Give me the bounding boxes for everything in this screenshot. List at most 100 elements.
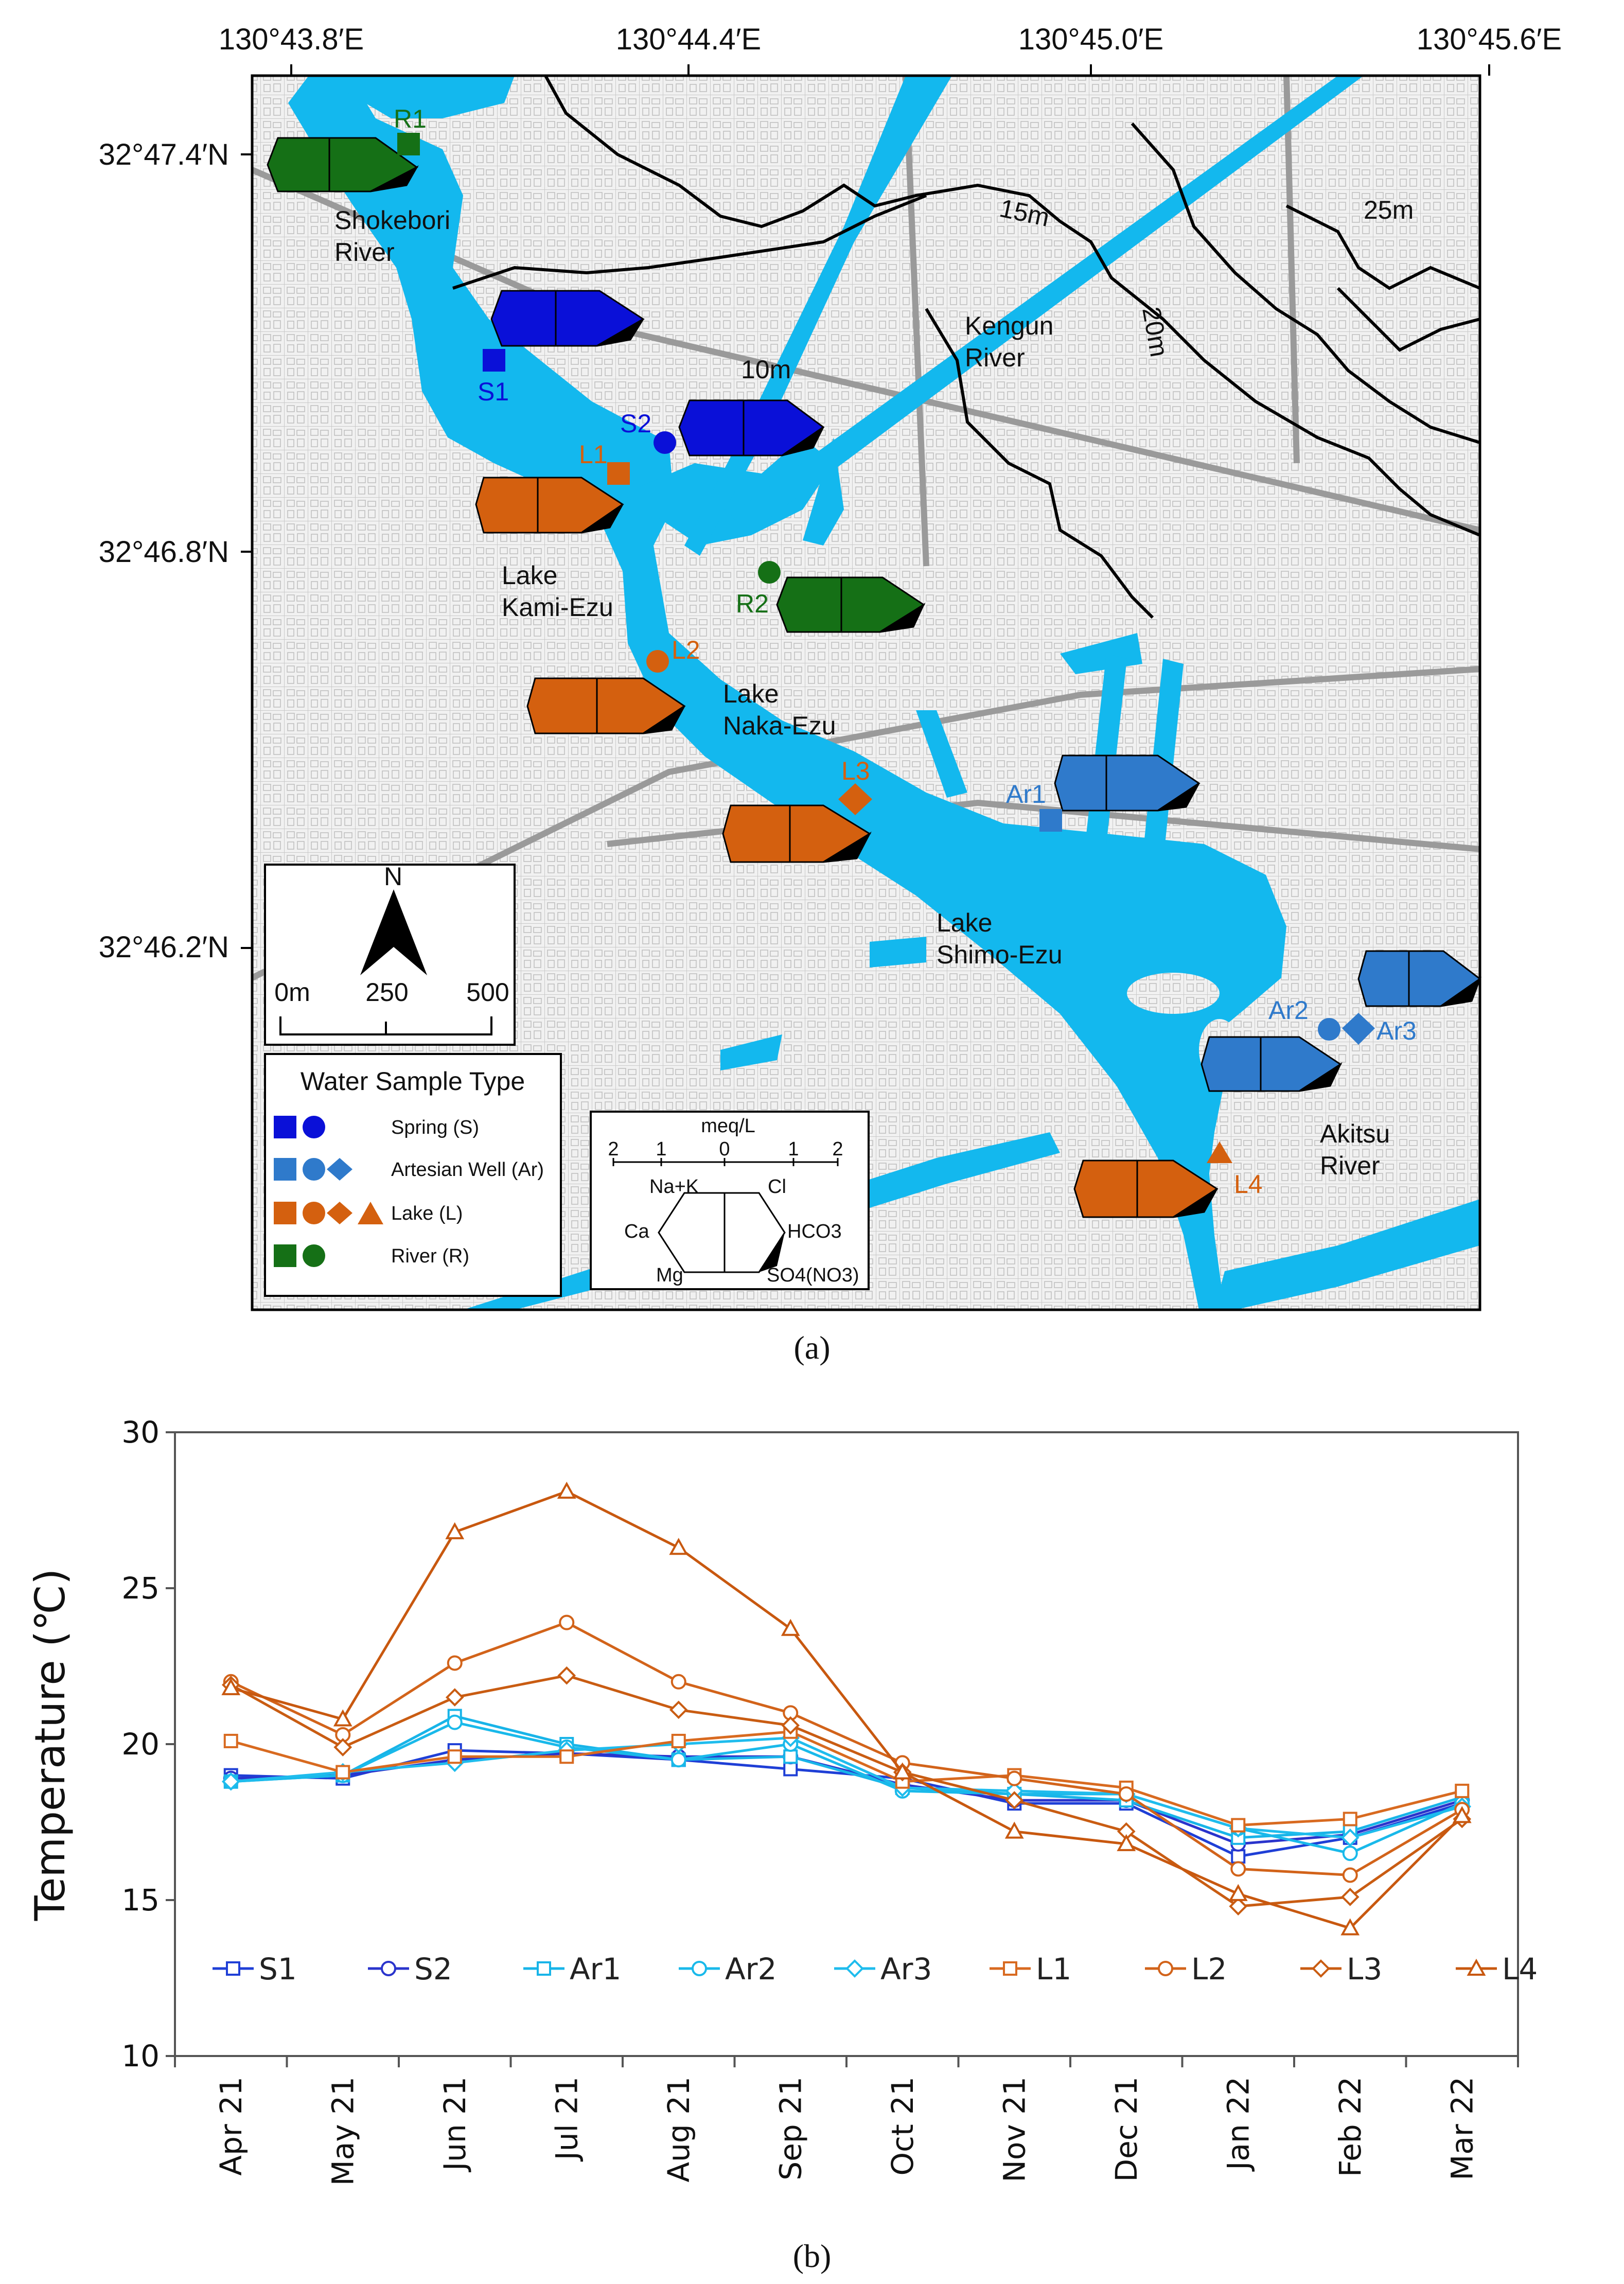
- lat-tick-2: 32°46.8′N: [99, 535, 229, 569]
- stiff-key: meq/L 2 1 0 1 2 Na+K Ca Mg Cl HCO3 SO4(N…: [590, 1111, 870, 1290]
- legend-marker: [1003, 1961, 1017, 1976]
- legend-marker: [1158, 1961, 1173, 1976]
- x-tick-label: Nov 21: [997, 2077, 1032, 2182]
- data-point-l4: [1452, 1806, 1472, 1823]
- lake-label-naka-ezu: Lake Naka-Ezu: [723, 679, 836, 740]
- lat-tick-3: 32°46.2′N: [99, 930, 229, 964]
- stiff-diagrams: [267, 137, 1482, 1218]
- site-label-l3: L3: [841, 757, 870, 785]
- stiff-diagram-l2: [526, 677, 686, 734]
- stiff-key-mg: Mg: [656, 1264, 683, 1286]
- chart-legend: S1 S2 Ar1 Ar2 Ar3 L1 L2 L3 L4: [213, 1952, 1538, 1987]
- chart-series: [221, 1482, 1472, 1936]
- river-label-shokebori: Shokebori River: [334, 206, 450, 267]
- legend-label: L3: [1347, 1952, 1382, 1987]
- legend-marker: [692, 1961, 707, 1976]
- data-point-l4: [333, 1709, 352, 1727]
- y-tick-label: 25: [121, 1571, 160, 1606]
- map-frame: [251, 74, 1481, 1311]
- x-tick-label: Jul 21: [549, 2077, 584, 2162]
- data-point-l4: [1117, 1834, 1136, 1851]
- data-point-l3: [1229, 1897, 1248, 1916]
- river-label-akitsu: Akitsu River: [1320, 1119, 1390, 1180]
- scale-label-0: 0m: [274, 978, 310, 1007]
- stiff-diagram-ar2: [1201, 1036, 1343, 1092]
- lake-label-kami-ezu: Lake Kami-Ezu: [502, 561, 613, 622]
- site-marker-r2: [758, 561, 781, 584]
- scale-label-500: 500: [466, 978, 509, 1007]
- x-tick-label: Sep 21: [773, 2077, 808, 2181]
- data-point-l3: [669, 1700, 688, 1719]
- plot-frame: [174, 1431, 1519, 2057]
- legend-label: Ar3: [880, 1952, 932, 1987]
- x-tick-label: May 21: [325, 2077, 360, 2186]
- data-point-l4: [1004, 1821, 1024, 1839]
- map-panel: 10m 15m 20m 25m 130°43.8′E 130°44.4′E 13…: [99, 23, 1562, 1366]
- map-legend: Water Sample Type Spring (S) Artesian We…: [264, 1053, 562, 1297]
- data-point-ar2: [670, 1752, 686, 1768]
- place-labels: Shokebori River Kengun River Akitsu River L…: [334, 206, 1390, 1180]
- legend-marker: [381, 1961, 396, 1976]
- data-point-l2: [670, 1674, 686, 1690]
- lon-tick-3: 130°45.0′E: [1018, 23, 1163, 56]
- data-point-l4: [1340, 1918, 1360, 1936]
- site-marker-s1: [483, 349, 505, 372]
- legend-entry-s2: S2: [368, 1952, 452, 1987]
- data-point-l1: [1343, 1812, 1357, 1826]
- scale-label-250: 250: [365, 978, 408, 1007]
- series-line-l4: [231, 1490, 1463, 1930]
- series-line-s1: [231, 1749, 1462, 1858]
- series-line-l1: [231, 1730, 1462, 1827]
- series-line-l2: [230, 1621, 1463, 1877]
- site-label-ar1: Ar1: [1006, 780, 1046, 809]
- stiff-key-so4: SO4(NO3): [767, 1264, 859, 1286]
- x-tick-label: Feb 22: [1333, 2077, 1368, 2177]
- site-marker-s2: [654, 431, 676, 454]
- site-marker-r1: [397, 133, 420, 155]
- sampling-sites: R1 S1 S2 L1 R2 L2 L3 Ar1 Ar2 Ar3 L4: [394, 104, 1417, 1199]
- site-label-ar2: Ar2: [1268, 996, 1309, 1025]
- y-tick-label: 20: [121, 1727, 160, 1762]
- site-label-r2: R2: [736, 589, 769, 618]
- legend-item-river: River (R): [391, 1245, 469, 1267]
- legend-marker: [226, 1961, 240, 1976]
- data-point-ar1: [783, 1749, 798, 1764]
- data-point-ar2: [447, 1714, 463, 1730]
- site-label-s2: S2: [620, 409, 651, 438]
- legend-title: Water Sample Type: [301, 1067, 525, 1096]
- site-label-s1: S1: [478, 377, 509, 406]
- legend-item-spring: Spring (S): [391, 1117, 479, 1138]
- north-arrow-icon: [360, 889, 427, 975]
- legend-entry-ar2: Ar2: [679, 1952, 776, 1987]
- data-point-l2: [447, 1655, 463, 1671]
- data-point-l1: [559, 1749, 574, 1764]
- stiff-key-scale-1: 1: [656, 1138, 666, 1160]
- legend-entry-ar1: Ar1: [523, 1952, 621, 1987]
- data-point-l2: [1230, 1861, 1246, 1877]
- data-point-l3: [1340, 1888, 1360, 1906]
- data-point-l4: [557, 1482, 576, 1499]
- data-point-l3: [557, 1666, 576, 1685]
- legend-entry-l4: L4: [1456, 1952, 1538, 1987]
- temperature-chart: 10 15 20 25 30 Apr 21 May 21 Jun 21 Jul 21 Aug 2…: [26, 1415, 1538, 2274]
- legend-label: Ar1: [570, 1952, 621, 1987]
- lon-tick-1: 130°43.8′E: [219, 23, 364, 56]
- stiff-diagram-l3: [722, 804, 872, 863]
- legend-label: L1: [1036, 1952, 1071, 1987]
- series-line-s2: [231, 1752, 1462, 1846]
- data-point-l2: [1118, 1786, 1134, 1802]
- data-point-l3: [1005, 1791, 1024, 1809]
- legend-entry-l2: L2: [1145, 1952, 1227, 1987]
- data-point-l4: [221, 1678, 241, 1695]
- data-point-l2: [559, 1614, 575, 1630]
- stiff-key-scale-2: 0: [719, 1138, 730, 1160]
- legend-entry-l3: L3: [1300, 1952, 1382, 1987]
- x-tick-label: Jan 22: [1221, 2077, 1256, 2172]
- lat-tick-1: 32°47.4′N: [99, 138, 229, 171]
- contour-label-10m: 10m: [741, 355, 791, 384]
- legend-marker: [845, 1959, 864, 1978]
- series-l4: [221, 1482, 1472, 1936]
- legend-entry-l1: L1: [990, 1952, 1071, 1987]
- scale-bar: [279, 1016, 492, 1035]
- data-point-l4: [893, 1762, 912, 1780]
